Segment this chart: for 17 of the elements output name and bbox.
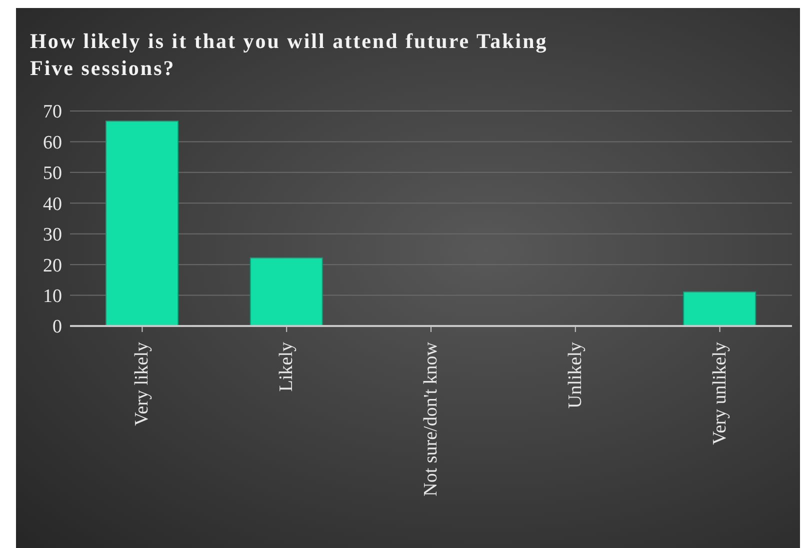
y-tick-label: 0 (52, 316, 62, 338)
bar (250, 257, 323, 326)
y-tick-label: 50 (43, 163, 62, 184)
y-tick-label: 10 (43, 286, 62, 308)
x-tick-label: Unlikely (564, 342, 586, 408)
y-tick-label: 30 (43, 224, 62, 246)
bar (683, 291, 756, 326)
y-tick-label: 60 (43, 132, 62, 154)
y-tick-label: 40 (43, 194, 62, 215)
chart-title: How likely is it that you will attend future Taking Five sessions? (30, 28, 549, 82)
y-tick-label: 70 (43, 102, 62, 123)
x-tick-label: Not sure/don't know (420, 342, 442, 496)
y-tick-label: 20 (43, 255, 62, 276)
x-tick-label: Very unlikely (709, 342, 730, 445)
x-tick-label: Very likely (132, 342, 153, 426)
bar (106, 120, 178, 326)
x-tick-label: Likely (276, 342, 298, 392)
